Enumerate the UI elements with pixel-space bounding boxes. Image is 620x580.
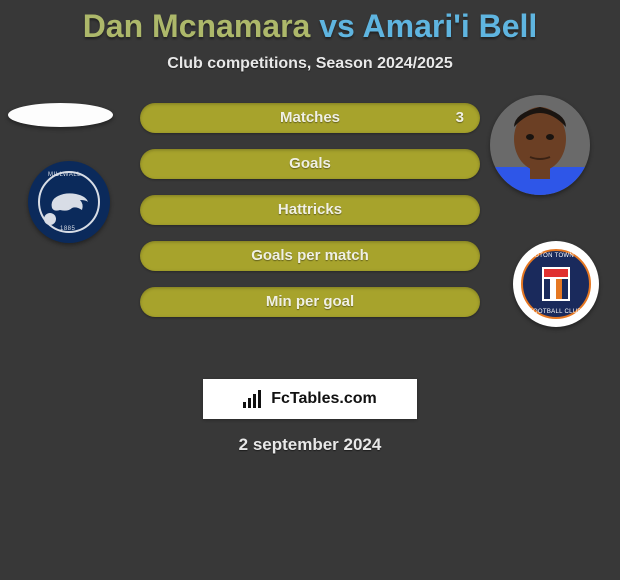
stat-bar-label: Min per goal — [140, 287, 480, 317]
player2-avatar — [490, 95, 590, 195]
stat-bar-value-right: 3 — [456, 103, 464, 133]
stat-bar-label: Hattricks — [140, 195, 480, 225]
stat-bar: Matches3 — [140, 103, 480, 133]
player1-club-badge: MILLWALL 1885 — [28, 161, 110, 243]
watermark-text: FcTables.com — [271, 390, 377, 408]
player1-avatar — [8, 103, 113, 127]
club2-text-top: LUTON TOWN — [531, 253, 574, 259]
footer-date: 2 september 2024 — [0, 435, 620, 455]
bars-icon — [243, 390, 265, 408]
stats-area: MILLWALL 1885 Matches3 Goals Hattricks Goal… — [0, 103, 620, 363]
shield-icon — [541, 266, 571, 302]
stat-bars: Matches3 Goals Hattricks Goals per match Min… — [140, 103, 480, 333]
club1-year: 1885 — [60, 226, 75, 232]
player1-name: Dan Mcnamara — [83, 8, 311, 44]
player2-name: Amari'i Bell — [363, 8, 538, 44]
player2-club-badge: LUTON TOWN FOOTBALL CLUB — [513, 241, 599, 327]
vs-text: vs — [319, 8, 355, 44]
subtitle: Club competitions, Season 2024/2025 — [0, 55, 620, 73]
stat-bar-label: Goals per match — [140, 241, 480, 271]
stat-bar-label: Goals — [140, 149, 480, 179]
lion-icon — [46, 188, 92, 216]
stat-bar: Goals per match — [140, 241, 480, 271]
club2-text-bottom: FOOTBALL CLUB — [529, 309, 582, 315]
stat-bar-label: Matches — [140, 103, 480, 133]
watermark: FcTables.com — [203, 379, 417, 419]
club1-text-top: MILLWALL — [48, 172, 81, 178]
page-title: Dan Mcnamara vs Amari'i Bell — [0, 0, 620, 45]
stat-bar: Min per goal — [140, 287, 480, 317]
stat-bar: Hattricks — [140, 195, 480, 225]
stat-bar: Goals — [140, 149, 480, 179]
